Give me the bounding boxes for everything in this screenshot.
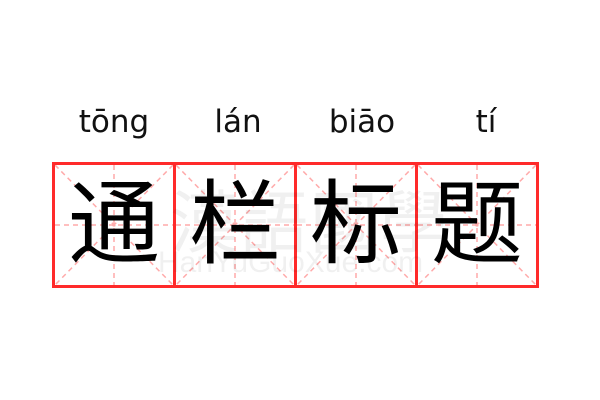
character-cell: 标 — [294, 162, 418, 288]
pinyin-3: biāo — [328, 104, 396, 140]
character-1: 通 — [67, 171, 160, 278]
character-4: 题 — [430, 171, 523, 278]
character-2: 栏 — [188, 171, 281, 278]
guide-lines — [55, 165, 173, 285]
character-3: 标 — [309, 171, 402, 278]
pinyin-1: tōng — [78, 104, 150, 140]
character-cell: 题 — [415, 162, 539, 288]
character-cell: 通 — [52, 162, 176, 288]
pinyin-2: lán — [214, 104, 262, 140]
character-grid: 通 栏 标 题 — [52, 162, 548, 288]
guide-lines — [297, 165, 415, 285]
guide-lines — [418, 165, 536, 285]
guide-lines — [176, 165, 294, 285]
pinyin-row: tōng lán biāo tí — [52, 104, 548, 140]
character-cell: 栏 — [173, 162, 297, 288]
pinyin-4: tí — [475, 104, 497, 140]
